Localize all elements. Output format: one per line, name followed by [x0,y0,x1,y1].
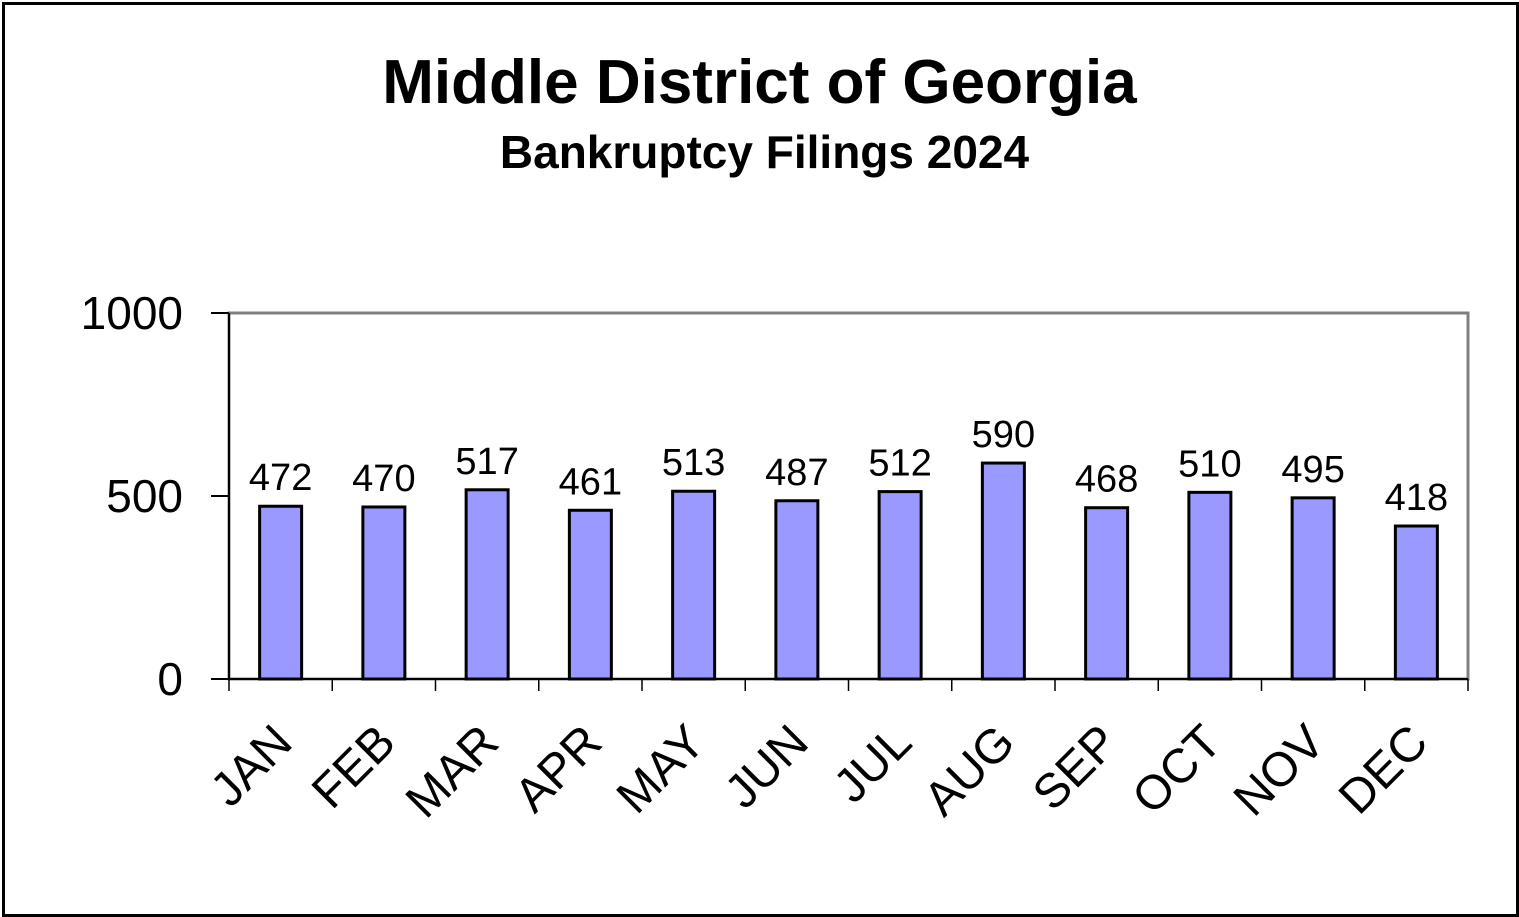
category-label-mar: MAR [396,715,509,828]
category-label-oct: OCT [1123,715,1232,824]
bar-may [671,489,717,681]
data-label-jul: 512 [868,443,931,485]
category-label-jan: JAN [201,715,303,817]
y-axis: 0 500 1000 [81,287,230,705]
data-label-feb: 470 [352,458,415,500]
bar-oct [1187,490,1233,681]
data-label-aug: 590 [972,414,1035,456]
data-label-dec: 418 [1385,477,1448,519]
bar-mar [464,488,510,681]
y-tick-label: 500 [106,470,183,522]
data-label-apr: 461 [559,461,622,503]
category-label-apr: APR [505,715,612,822]
category-label-jun: JUN [715,715,818,818]
bars [258,461,1439,681]
data-label-jan: 472 [249,457,312,499]
data-labels: 472 470 517 461 513 487 512 590 468 510 495 418 [249,414,1448,519]
category-label-may: MAY [607,715,716,824]
chart-title: Middle District of Georgia [382,48,1137,117]
data-label-oct: 510 [1178,443,1241,485]
bar-apr [567,508,613,681]
y-tick-label: 1000 [81,287,183,339]
category-label-jul: JUL [824,715,922,813]
bar-jun [774,499,820,681]
data-label-nov: 495 [1281,449,1344,491]
category-label-sep: SEP [1023,715,1128,820]
data-label-sep: 468 [1075,459,1138,501]
category-label-dec: DEC [1329,715,1438,824]
category-label-nov: NOV [1224,715,1335,826]
y-tick-label: 0 [157,653,183,705]
bar-jul [877,490,923,681]
bar-nov [1290,496,1336,681]
chart-subtitle: Bankruptcy Filings 2024 [499,126,1030,178]
category-label-feb: FEB [302,715,405,818]
bar-sep [1084,506,1130,681]
x-axis [228,678,1469,691]
plot-area [227,311,1470,681]
bar-feb [361,505,407,681]
data-label-jun: 487 [765,452,828,494]
bar-dec [1393,524,1439,681]
bar-jan [258,504,304,681]
data-label-mar: 517 [455,441,518,483]
data-label-may: 513 [662,442,725,484]
category-label-aug: AUG [914,715,1025,826]
bar-aug [980,461,1026,681]
